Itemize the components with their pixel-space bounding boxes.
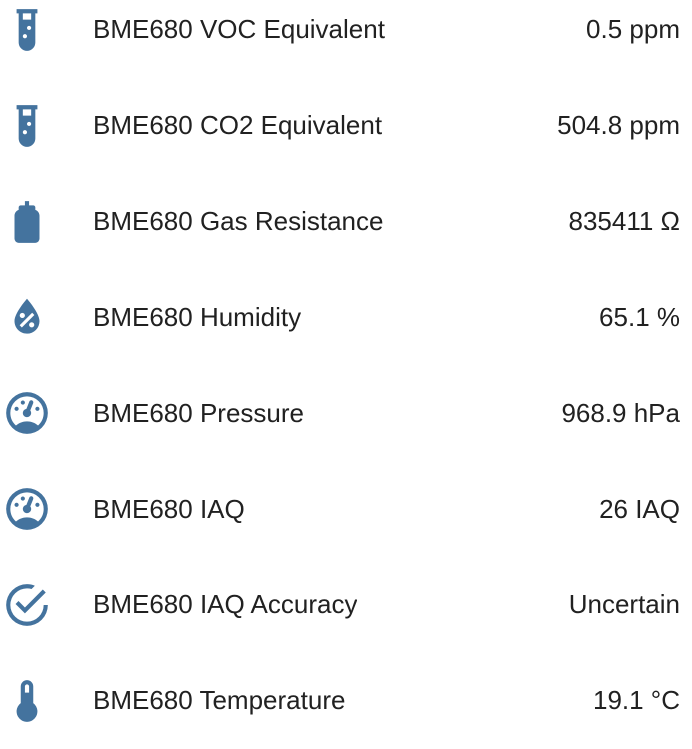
sensor-name: BME680 IAQ Accuracy bbox=[93, 589, 358, 620]
water-percent-icon bbox=[2, 292, 52, 342]
gauge-icon bbox=[2, 388, 52, 438]
check-circle-icon bbox=[2, 580, 52, 630]
thermometer-icon bbox=[2, 676, 52, 726]
gas-cylinder-icon bbox=[2, 197, 52, 247]
sensor-name: BME680 IAQ bbox=[93, 493, 245, 524]
sensor-value: 26 IAQ bbox=[599, 493, 680, 524]
sensor-name: BME680 Humidity bbox=[93, 301, 302, 332]
sensor-name: BME680 Temperature bbox=[93, 685, 346, 716]
sensor-value: 968.9 hPa bbox=[561, 397, 680, 428]
gauge-icon bbox=[2, 484, 52, 534]
sensor-value: 835411 Ω bbox=[568, 206, 681, 237]
sensor-row-voc-equivalent[interactable]: BME680 VOC Equivalent 0.5 ppm bbox=[0, 0, 692, 78]
sensor-row-iaq-accuracy[interactable]: BME680 IAQ Accuracy Uncertain bbox=[0, 557, 692, 653]
sensor-value: Uncertain bbox=[568, 589, 680, 620]
test-tube-icon bbox=[2, 5, 52, 55]
sensor-name: BME680 Pressure bbox=[93, 397, 304, 428]
sensor-value: 0.5 ppm bbox=[586, 14, 680, 45]
sensor-row-temperature[interactable]: BME680 Temperature 19.1 °C bbox=[0, 652, 692, 749]
sensor-value: 504.8 ppm bbox=[557, 110, 680, 141]
sensor-name: BME680 CO2 Equivalent bbox=[93, 110, 383, 141]
sensor-row-pressure[interactable]: BME680 Pressure 968.9 hPa bbox=[0, 365, 692, 462]
test-tube-icon bbox=[2, 101, 52, 151]
sensor-row-iaq[interactable]: BME680 IAQ 26 IAQ bbox=[0, 461, 692, 558]
sensor-row-humidity[interactable]: BME680 Humidity 65.1 % bbox=[0, 269, 692, 366]
sensor-name: BME680 VOC Equivalent bbox=[93, 14, 385, 45]
sensor-row-gas-resistance[interactable]: BME680 Gas Resistance 835411 Ω bbox=[0, 173, 692, 270]
sensor-name: BME680 Gas Resistance bbox=[93, 206, 384, 237]
sensor-row-co2-equivalent[interactable]: BME680 CO2 Equivalent 504.8 ppm bbox=[0, 77, 692, 174]
sensor-value: 19.1 °C bbox=[592, 685, 680, 716]
sensor-value: 65.1 % bbox=[599, 301, 680, 332]
